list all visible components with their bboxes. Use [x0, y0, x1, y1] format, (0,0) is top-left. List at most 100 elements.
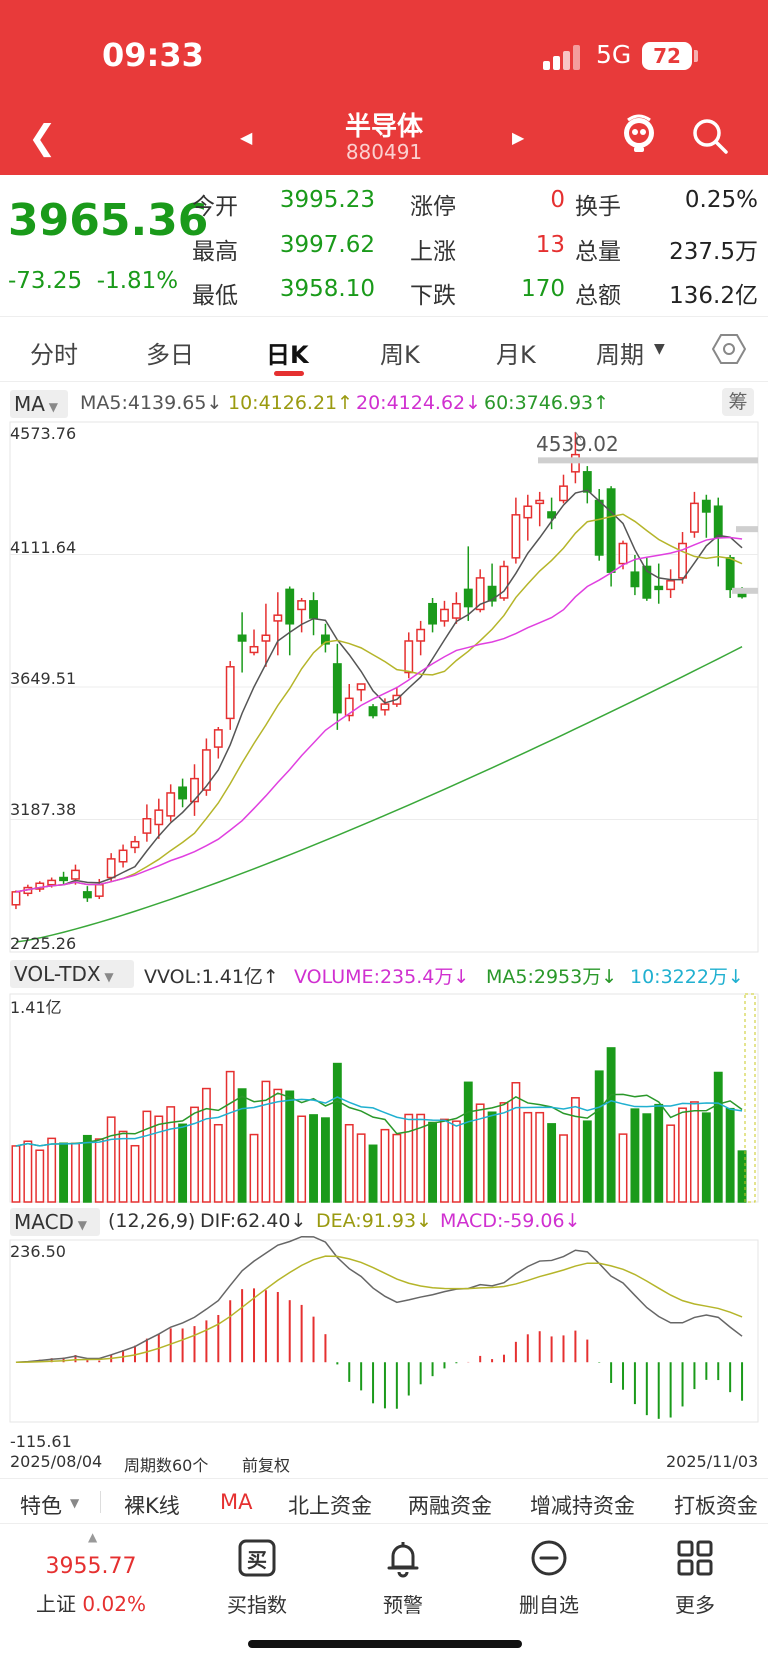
dea-value: DEA:91.93↓: [316, 1210, 433, 1232]
ma-selector[interactable]: MA ▼: [10, 390, 68, 418]
volume-bar: [678, 1107, 687, 1203]
candle-body: [535, 499, 545, 505]
volume-bar: [404, 1113, 414, 1203]
price-change: -73.25 -1.81%: [8, 268, 178, 294]
chip-bar: [538, 457, 758, 464]
volume-bar: [142, 1110, 152, 1203]
indicator-tab-5[interactable]: 增减持资金: [530, 1494, 635, 1518]
candle-body: [356, 683, 366, 691]
divider: [100, 1491, 101, 1513]
price-axis-1: 4111.64: [10, 538, 77, 557]
volume-bar: [642, 1113, 652, 1203]
quote-label: 今开: [192, 194, 238, 220]
more-button[interactable]: 更多: [675, 1593, 715, 1617]
volume-bar: [309, 1114, 318, 1203]
quote-label: 总额: [575, 283, 621, 309]
volume-bar: [416, 1113, 426, 1203]
period-count: 周期数60个: [124, 1456, 209, 1475]
tab-2[interactable]: 日K: [266, 341, 309, 369]
volume-bar: [463, 1081, 473, 1203]
tab-1[interactable]: 多日: [146, 341, 194, 369]
tab-4[interactable]: 月K: [496, 341, 536, 369]
volume-bar: [332, 1062, 342, 1203]
index-info[interactable]: 上证 0.02%: [36, 1588, 146, 1617]
candle-body: [618, 542, 628, 565]
quote-value: 136.2亿: [669, 283, 758, 309]
tab-3[interactable]: 周K: [380, 341, 420, 369]
candle-body: [130, 840, 140, 849]
dropdown-icon: ▼: [70, 1496, 80, 1510]
volume-bar: [344, 1123, 354, 1203]
candle-body: [725, 557, 735, 591]
network-label: 5G: [596, 40, 632, 69]
indicator-tab-2[interactable]: MA: [220, 1490, 253, 1514]
kline-chart[interactable]: MA ▼ MA5:4139.65↓ 10:4126.21↑ 20:4124.62…: [0, 382, 768, 1451]
volume-bar: [654, 1103, 664, 1203]
ma10-value: 10:4126.21↑: [228, 392, 354, 414]
prev-stock-icon[interactable]: ◀: [240, 128, 253, 147]
candle-body: [154, 809, 164, 826]
volume-bar: [547, 1123, 557, 1203]
period-dropdown-icon[interactable]: ▼: [654, 341, 665, 357]
buy-index-icon[interactable]: 买: [237, 1538, 277, 1578]
remove-watchlist-button[interactable]: 删自选: [519, 1593, 579, 1617]
price-axis-0: 4573.76: [10, 424, 77, 443]
candle-body: [404, 640, 414, 674]
indicator-tab-3[interactable]: 北上资金: [288, 1494, 372, 1518]
volume-value: VOLUME:235.4万↓: [294, 966, 470, 988]
change-value: -73.25: [8, 268, 83, 294]
candle-body: [499, 565, 509, 599]
vol-selector[interactable]: VOL-TDX ▼: [10, 960, 134, 988]
volume-bar: [201, 1087, 211, 1203]
search-icon[interactable]: [690, 116, 730, 156]
volume-bar: [94, 1138, 104, 1203]
next-stock-icon[interactable]: ▶: [512, 128, 525, 147]
volume-bar: [273, 1088, 283, 1203]
assistant-robot-icon[interactable]: [620, 113, 658, 153]
volume-bar: [261, 1080, 271, 1203]
macd-selector-label: MACD: [14, 1210, 74, 1234]
macd-value: MACD:-59.06↓: [440, 1210, 581, 1232]
volume-bar: [166, 1106, 176, 1203]
battery-icon: 72: [642, 42, 692, 70]
volume-bar: [225, 1070, 235, 1203]
indicator-tab-1[interactable]: 裸K线: [124, 1494, 180, 1518]
tab-5[interactable]: 周期: [596, 341, 644, 369]
candle-body: [11, 891, 21, 906]
volume-bar: [380, 1128, 390, 1203]
volume-bar: [618, 1133, 628, 1203]
candle-body: [689, 502, 699, 533]
back-icon[interactable]: ❮: [28, 118, 57, 158]
candle-body: [82, 891, 92, 899]
remove-watchlist-icon[interactable]: [529, 1538, 569, 1578]
settings-hexagon-icon[interactable]: [712, 332, 746, 366]
candle-body: [225, 666, 235, 720]
change-percent: -1.81%: [96, 268, 179, 294]
volume-bar: [237, 1088, 247, 1203]
home-indicator[interactable]: [248, 1640, 522, 1648]
indicator-tab-0[interactable]: 特色: [20, 1494, 62, 1518]
chip-distribution-button[interactable]: 筹: [722, 388, 754, 416]
volume-bar: [713, 1071, 723, 1203]
volume-bar: [535, 1111, 545, 1203]
tab-0[interactable]: 分时: [30, 341, 78, 369]
volume-bar: [59, 1142, 69, 1203]
index-price[interactable]: 3955.77: [45, 1554, 137, 1579]
index-name: 上证: [36, 1592, 77, 1616]
adjust-mode[interactable]: 前复权: [242, 1456, 291, 1475]
ma20-value: 20:4124.62↓: [356, 392, 482, 414]
alert-button[interactable]: 预警: [383, 1593, 423, 1617]
buy-index-button[interactable]: 买指数: [227, 1593, 287, 1617]
candle-body: [463, 588, 473, 608]
indicator-tab-6[interactable]: 打板资金: [674, 1494, 758, 1518]
grid-more-icon[interactable]: [675, 1538, 715, 1578]
candle-body: [666, 580, 676, 591]
candle-body: [416, 628, 426, 642]
candle-body: [273, 614, 283, 622]
volume-bar: [130, 1144, 140, 1203]
indicator-tab-4[interactable]: 两融资金: [408, 1494, 492, 1518]
vol-selector-label: VOL-TDX: [14, 962, 101, 986]
bell-icon[interactable]: [383, 1538, 423, 1578]
macd-selector[interactable]: MACD ▼: [10, 1208, 100, 1236]
